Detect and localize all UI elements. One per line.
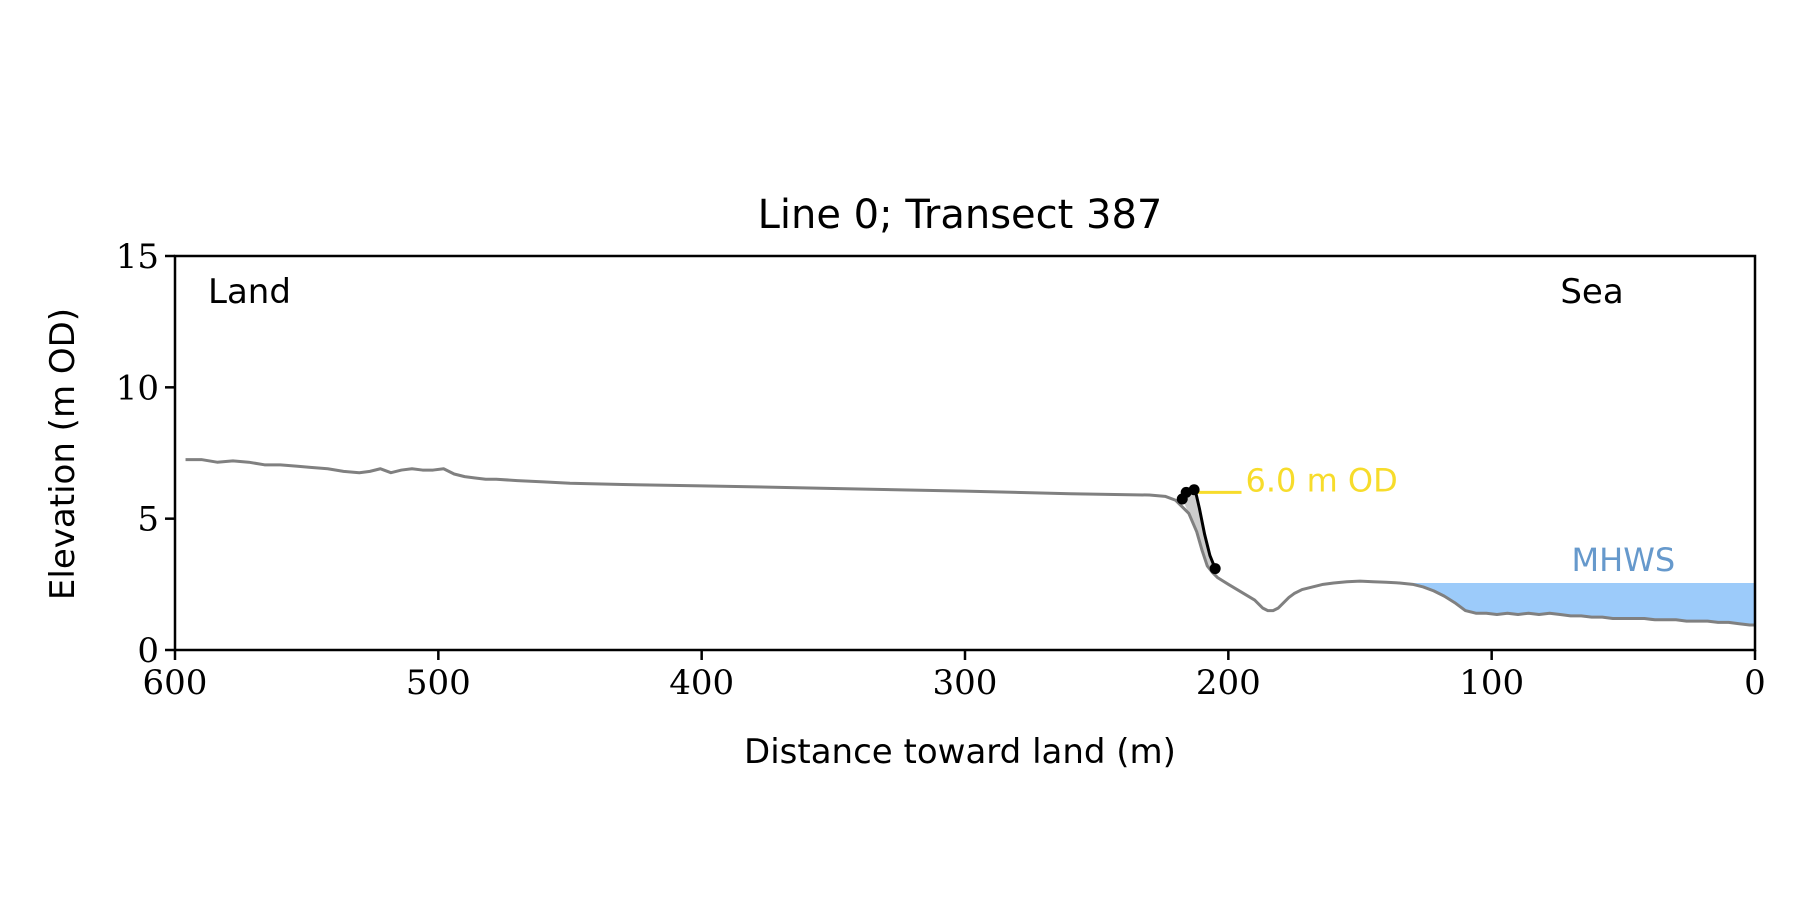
sea-label: Sea [1560,272,1623,312]
y-tick-label: 15 [116,237,159,277]
x-tick-label: 400 [669,663,734,703]
x-tick-label: 100 [1459,663,1524,703]
land-label: Land [208,272,291,312]
fill-layer [1182,489,1755,626]
x-axis-ticks: 600 500 400 300 200 100 0 [143,650,1766,703]
y-axis-label: Elevation (m OD) [43,308,83,600]
mhws-label: MHWS [1572,541,1676,579]
cliff-marker [1188,484,1200,496]
x-tick-label: 0 [1744,663,1766,703]
marker-layer [1176,484,1221,575]
y-tick-label: 0 [137,631,159,671]
mhws-water-fill [1402,583,1755,626]
erosion-fill [1182,489,1216,573]
cliff-marker [1209,563,1221,575]
y-tick-label: 5 [137,500,159,540]
profile-line [185,458,1755,627]
x-tick-label: 500 [406,663,471,703]
y-tick-label: 10 [116,368,159,408]
chart-title: Line 0; Transect 387 [758,192,1163,238]
y-axis-ticks: 0 5 10 15 [116,237,175,671]
x-tick-label: 600 [143,663,208,703]
x-axis-label: Distance toward land (m) [744,732,1176,772]
x-tick-label: 200 [1196,663,1261,703]
threshold-label: 6.0 m OD [1246,461,1398,499]
x-tick-label: 300 [933,663,998,703]
